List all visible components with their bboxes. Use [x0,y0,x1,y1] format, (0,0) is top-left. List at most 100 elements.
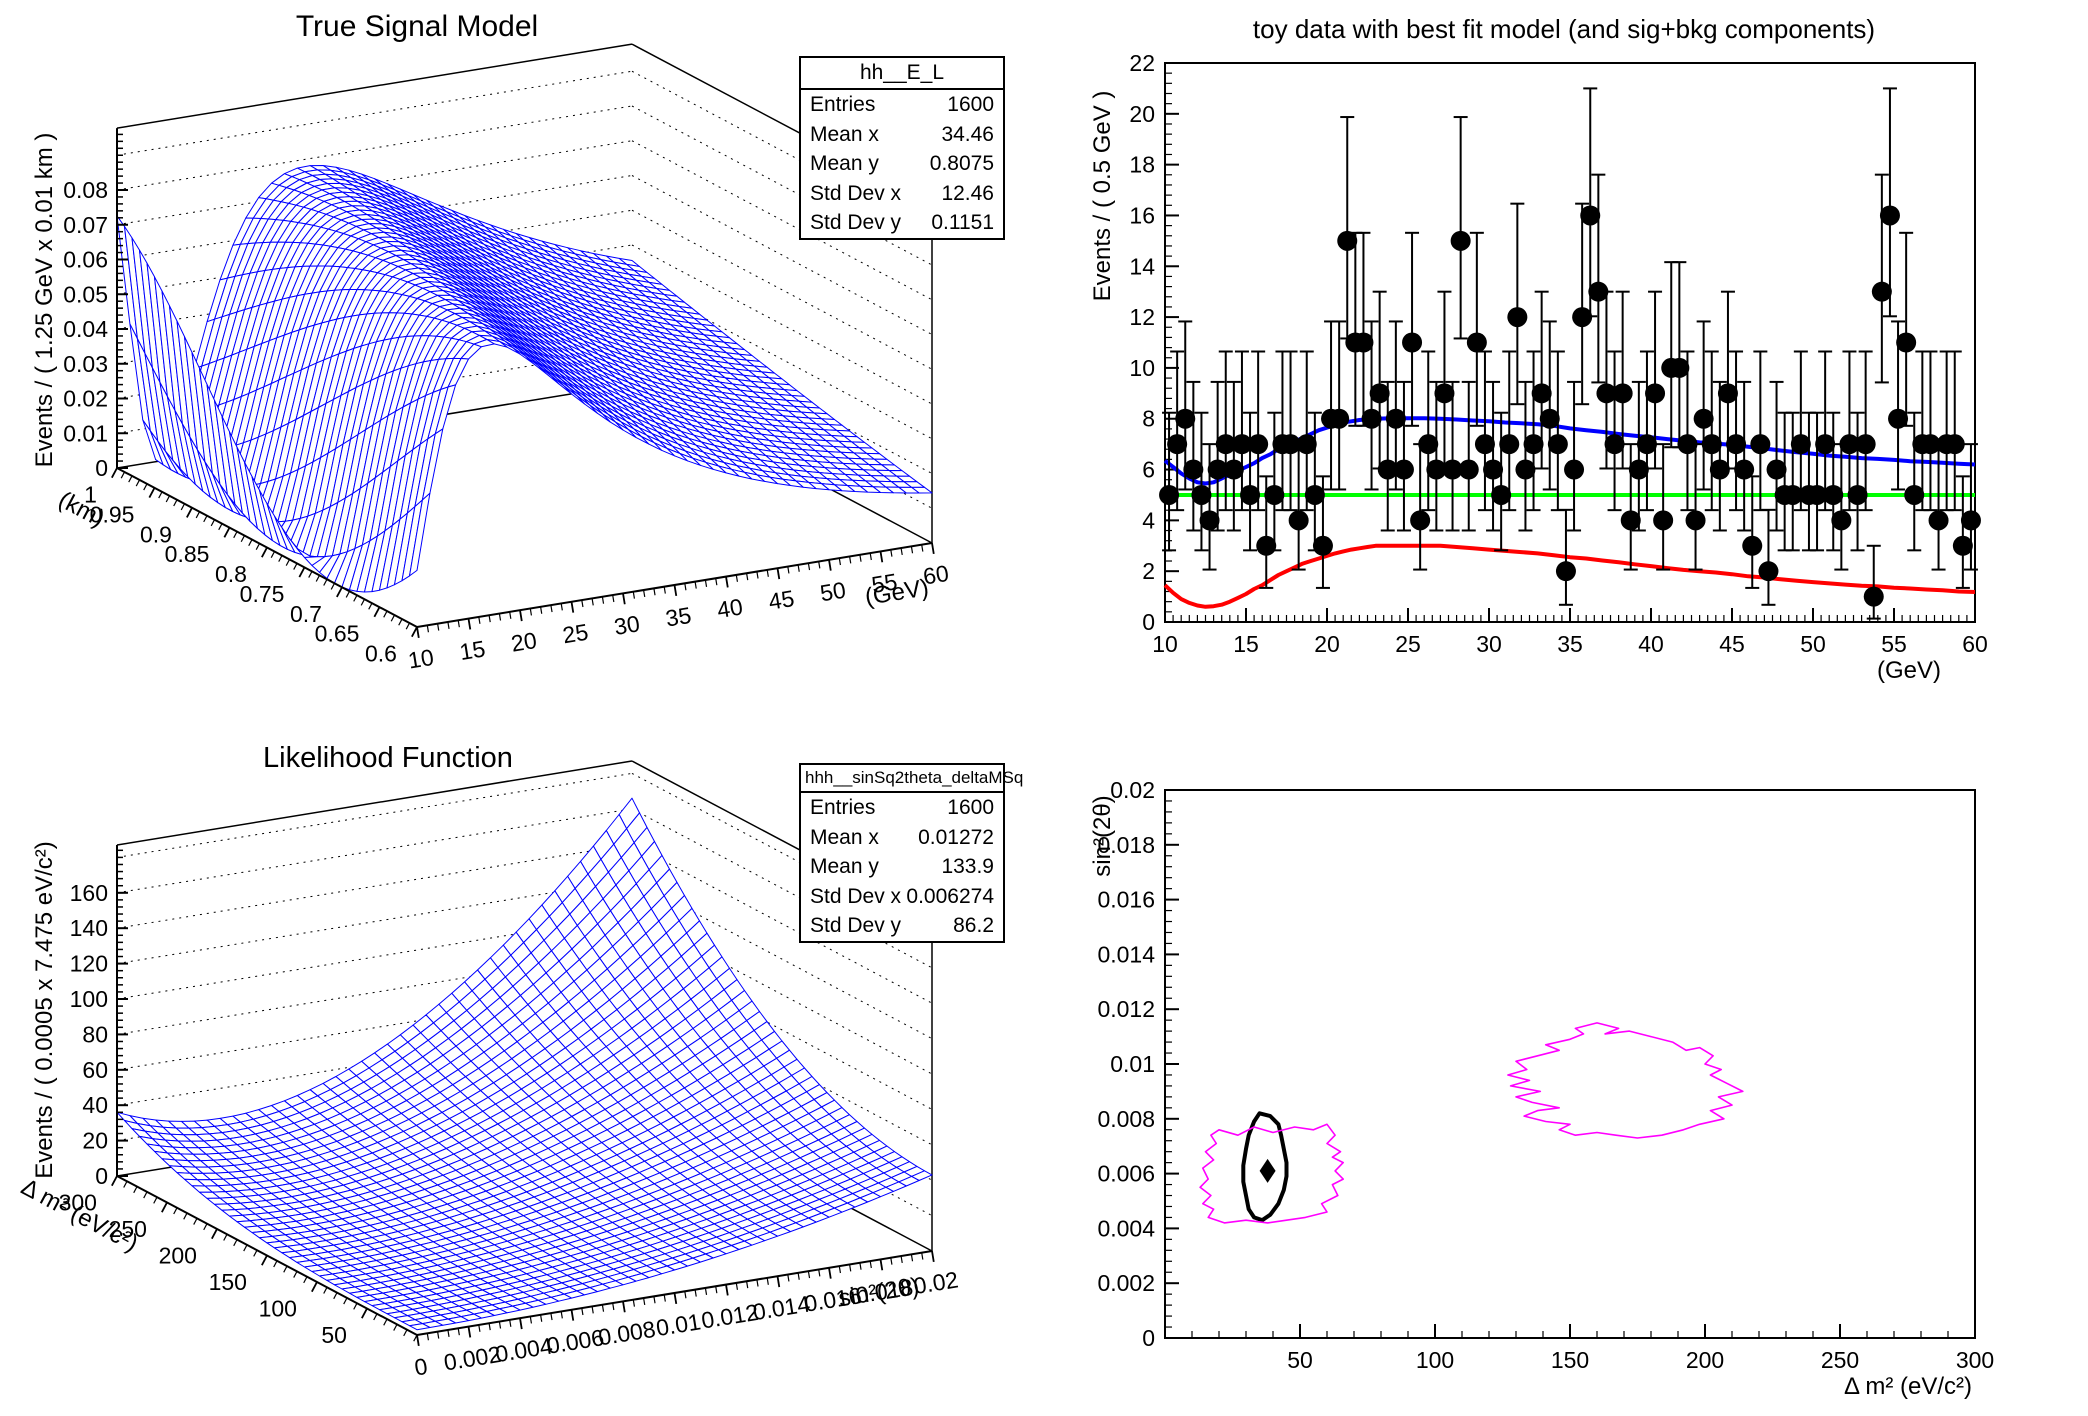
data-point [1507,307,1528,328]
svg-text:0.016: 0.016 [1097,887,1155,913]
svg-text:10: 10 [1129,355,1155,381]
data-point [1742,535,1763,556]
data-point [1669,357,1690,378]
data-point [1904,484,1925,505]
svg-text:20: 20 [82,1128,108,1154]
svg-text:250: 250 [109,1216,147,1242]
data-point [1402,332,1423,353]
data-point [1199,510,1220,531]
svg-text:25: 25 [1395,631,1421,657]
data-point [1555,561,1576,582]
svg-text:1: 1 [84,482,97,508]
svg-text:0.012: 0.012 [1097,996,1155,1022]
data-point [1175,408,1196,429]
stats-row: Mean x 34.46 [810,122,994,146]
panel-title-toy-data: toy data with best fit model (and sig+bk… [1252,14,1876,44]
svg-text:60: 60 [1962,631,1988,657]
svg-text:60: 60 [921,560,950,590]
svg-text:15: 15 [458,635,487,665]
data-point [1750,434,1771,455]
svg-text:12: 12 [1129,304,1155,330]
svg-text:100: 100 [70,986,108,1012]
data-point [1483,459,1504,480]
data-point [1410,510,1431,531]
svg-text:10: 10 [406,644,435,674]
svg-text:150: 150 [209,1269,247,1295]
svg-text:20: 20 [1314,631,1340,657]
svg-text:0.03: 0.03 [63,351,108,377]
data-point [1248,434,1269,455]
data-point [1337,230,1358,251]
data-point [1329,408,1350,429]
data-point [1879,205,1900,226]
data-point [1466,332,1487,353]
data-point [1280,434,1301,455]
data-point [1531,383,1552,404]
data-point [1515,459,1536,480]
svg-text:200: 200 [1686,1347,1724,1373]
svg-text:40: 40 [1638,631,1664,657]
svg-text:0.004: 0.004 [1097,1215,1155,1241]
svg-text:0.04: 0.04 [63,316,108,342]
data-point [1296,434,1317,455]
svg-text:50: 50 [1287,1347,1313,1373]
data-point [1620,510,1641,531]
data-point [1952,535,1973,556]
svg-text:0.008: 0.008 [1097,1106,1155,1132]
svg-text:Events / ( 0.0005 x 7.475 eV/c: Events / ( 0.0005 x 7.475 eV/c²) [31,841,58,1179]
data-point [1766,459,1787,480]
data-point [1871,281,1892,302]
svg-text:Events / ( 1.25 GeV x 0.01 km: Events / ( 1.25 GeV x 0.01 km ) [31,133,58,468]
svg-text:22: 22 [1129,50,1155,76]
svg-text:0.9: 0.9 [140,521,172,547]
svg-text:0.02: 0.02 [63,386,108,412]
data-point [1159,484,1180,505]
svg-text:(GeV): (GeV) [1877,657,1941,684]
data-point [1588,281,1609,302]
data-point [1580,205,1601,226]
svg-text:0.01: 0.01 [654,1308,702,1341]
svg-text:0.85: 0.85 [165,541,210,567]
svg-text:Δ m² (eV/c²): Δ m² (eV/c²) [1844,1373,1972,1400]
data-point [1888,408,1909,429]
stats-box-title: hh__E_L [801,58,1003,90]
data-point [1361,408,1382,429]
svg-text:0.7: 0.7 [290,601,322,627]
data-point [1693,408,1714,429]
data-point [1240,484,1261,505]
data-point [1807,484,1828,505]
data-point [1653,510,1674,531]
data-point [1183,459,1204,480]
svg-text:0.08: 0.08 [63,177,108,203]
data-point [1539,408,1560,429]
data-point [1491,484,1512,505]
stats-box-hh-E-L: hh__E_L Entries 1600 Mean x 34.46 Mean y 0.… [799,56,1005,241]
data-point [1304,484,1325,505]
svg-text:0: 0 [95,455,108,481]
data-point [1944,434,1965,455]
data-point [1758,561,1779,582]
stats-box-title: hhh__sinSq2theta_deltaMSq [801,765,1023,793]
data-point [1896,332,1917,353]
data-point [1677,434,1698,455]
svg-text:0.002: 0.002 [1097,1270,1155,1296]
svg-text:4: 4 [1142,507,1155,533]
svg-text:45: 45 [767,585,796,615]
data-point [1709,459,1730,480]
data-point [1815,434,1836,455]
data-point [1928,510,1949,531]
data-point [1458,459,1479,480]
data-point [1385,408,1406,429]
data-point [1831,510,1852,531]
svg-text:35: 35 [1557,631,1583,657]
svg-text:55: 55 [870,568,899,598]
data-point [1353,332,1374,353]
svg-text:80: 80 [82,1021,108,1047]
data-point [1717,383,1738,404]
svg-text:0.8: 0.8 [215,561,247,587]
data-point [1223,459,1244,480]
stats-row: Std Dev y 86.2 [810,914,994,938]
data-point [1855,434,1876,455]
svg-text:0.65: 0.65 [315,621,360,647]
